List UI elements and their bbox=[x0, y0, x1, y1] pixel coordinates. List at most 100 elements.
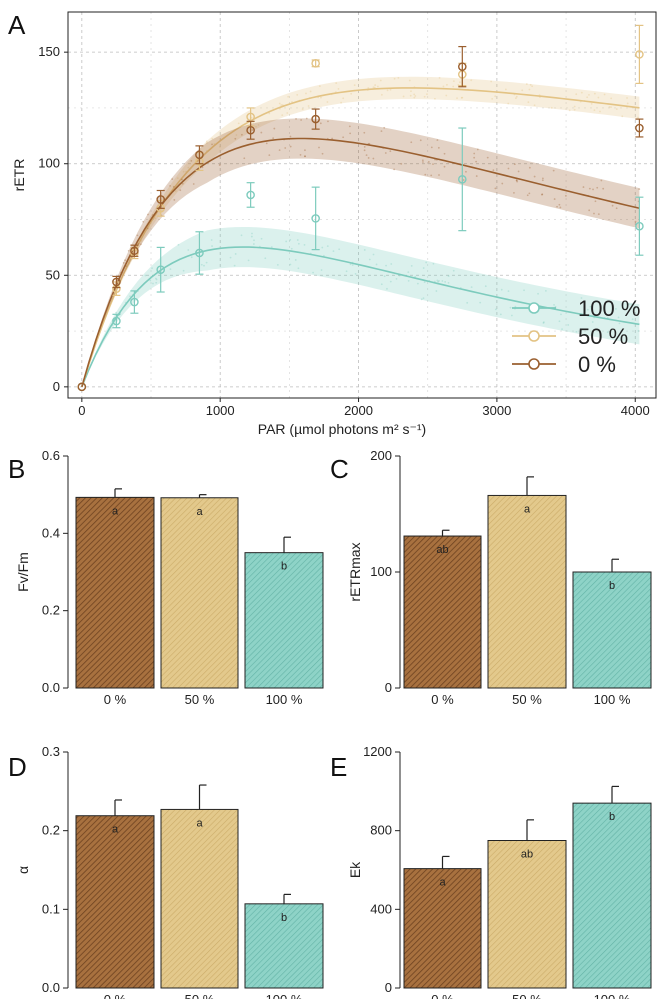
band-texture-dot bbox=[397, 76, 400, 79]
band-texture-dot bbox=[250, 235, 253, 238]
band-texture-dot bbox=[318, 85, 321, 88]
fit-curve-1 bbox=[81, 87, 640, 388]
band-texture-dot bbox=[445, 94, 448, 97]
band-texture-dot bbox=[255, 125, 257, 128]
band-texture-dot bbox=[442, 85, 445, 88]
band-texture-dot bbox=[287, 95, 290, 98]
band-texture-dot bbox=[438, 174, 440, 176]
band-texture-dot bbox=[410, 90, 412, 93]
band-texture-dot bbox=[385, 264, 387, 267]
band-texture-dot bbox=[349, 132, 352, 135]
band-texture-dot bbox=[206, 142, 208, 144]
significance-letter: a bbox=[196, 817, 203, 829]
legend-label: 0 % bbox=[578, 352, 616, 377]
band-texture-dot bbox=[528, 88, 531, 91]
data-point bbox=[458, 62, 467, 71]
band-texture-dot bbox=[124, 259, 127, 262]
confidence-band-2 bbox=[81, 118, 640, 387]
band-texture-dot bbox=[251, 232, 253, 235]
significance-letter: a bbox=[112, 505, 119, 517]
band-texture-dot bbox=[152, 282, 154, 285]
band-texture-dot bbox=[305, 92, 307, 95]
band-texture-dot bbox=[332, 250, 335, 253]
band-texture-dot bbox=[443, 165, 446, 168]
y-tick-label: 150 bbox=[38, 44, 60, 59]
band-texture-dot bbox=[243, 157, 246, 160]
band-texture-dot bbox=[229, 256, 232, 259]
band-texture-dot bbox=[219, 146, 221, 148]
y-tick-label: 0.1 bbox=[42, 901, 60, 916]
significance-letter: a bbox=[439, 877, 446, 889]
band-texture-dot bbox=[174, 190, 177, 192]
y-tick-label: 0.4 bbox=[42, 525, 60, 540]
band-texture-dot bbox=[181, 182, 184, 185]
band-texture-dot bbox=[372, 157, 375, 160]
band-texture-dot bbox=[321, 246, 324, 249]
category-label: 100 % bbox=[594, 692, 631, 707]
band-texture-dot bbox=[500, 288, 503, 291]
band-texture-dot bbox=[235, 134, 238, 136]
band-texture-dot bbox=[588, 187, 591, 190]
band-texture-dot bbox=[289, 239, 292, 241]
band-texture-dot bbox=[389, 150, 392, 153]
y-axis-label: rETR bbox=[11, 159, 27, 192]
band-texture-dot bbox=[591, 333, 593, 336]
band-texture-dot bbox=[626, 102, 629, 105]
band-texture-dot bbox=[374, 84, 377, 86]
band-texture-dot bbox=[299, 153, 302, 156]
band-texture-dot bbox=[513, 163, 516, 166]
significance-letter: b bbox=[609, 811, 615, 823]
band-texture-dot bbox=[372, 86, 375, 89]
band-texture-dot bbox=[420, 298, 423, 301]
band-texture-dot bbox=[278, 149, 281, 152]
band-texture-dot bbox=[459, 81, 461, 84]
band-texture-dot bbox=[303, 243, 306, 246]
band-texture-dot bbox=[541, 179, 544, 182]
band-texture-dot bbox=[380, 93, 383, 96]
band-texture-dot bbox=[466, 301, 469, 304]
band-texture-dot bbox=[353, 84, 356, 87]
band-texture-dot bbox=[553, 198, 556, 200]
band-texture-dot bbox=[408, 79, 411, 82]
band-texture-dot bbox=[490, 80, 493, 83]
y-tick-label: 100 bbox=[38, 156, 60, 171]
band-texture-dot bbox=[338, 248, 341, 251]
y-tick-label: 800 bbox=[370, 823, 392, 838]
band-texture-dot bbox=[529, 83, 532, 86]
band-texture-dot bbox=[436, 139, 439, 142]
band-texture-dot bbox=[414, 95, 417, 97]
band-texture-dot bbox=[340, 101, 343, 104]
band-texture-dot bbox=[591, 321, 594, 323]
significance-letter: a bbox=[524, 503, 531, 515]
band-texture-dot bbox=[386, 287, 388, 290]
data-point bbox=[311, 214, 320, 223]
band-texture-dot bbox=[367, 157, 370, 159]
band-texture-dot bbox=[407, 279, 410, 282]
band-texture-dot bbox=[140, 243, 142, 246]
band-texture-dot bbox=[264, 257, 267, 260]
band-texture-dot bbox=[335, 82, 338, 85]
band-texture-dot bbox=[515, 95, 518, 98]
band-texture-dot bbox=[593, 109, 596, 112]
y-tick-label: 0.2 bbox=[42, 603, 60, 618]
band-texture-dot bbox=[521, 89, 524, 92]
band-texture-dot bbox=[363, 149, 366, 152]
band-texture-dot bbox=[375, 263, 378, 266]
band-texture-dot bbox=[507, 102, 510, 105]
band-texture-dot bbox=[533, 104, 536, 107]
band-texture-dot bbox=[465, 170, 467, 173]
band-texture-dot bbox=[211, 245, 213, 247]
band-texture-dot bbox=[312, 271, 314, 274]
band-texture-dot bbox=[475, 160, 478, 163]
band-texture-dot bbox=[430, 146, 433, 149]
band-texture-dot bbox=[337, 88, 340, 90]
band-texture-dot bbox=[147, 213, 149, 216]
band-texture-dot bbox=[321, 152, 324, 155]
data-point bbox=[635, 221, 644, 231]
band-texture-dot bbox=[409, 94, 412, 97]
band-texture-dot bbox=[516, 180, 519, 183]
category-label: 0 % bbox=[431, 992, 454, 999]
band-texture-dot bbox=[400, 162, 403, 165]
data-point bbox=[156, 195, 165, 204]
